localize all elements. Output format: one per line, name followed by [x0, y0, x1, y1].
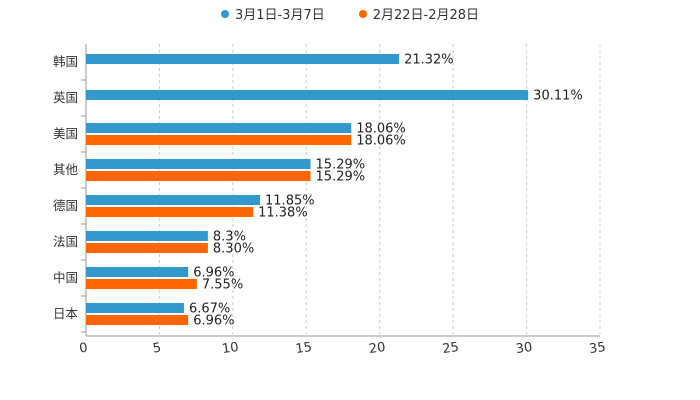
x-tick-label-4: 20 — [368, 340, 386, 357]
data-label-series-2-2: 18.06% — [356, 134, 406, 149]
category-label-7: 日本 — [53, 306, 79, 321]
bar-series-1-5[interactable] — [86, 231, 208, 241]
x-tick-label-6: 30 — [515, 340, 533, 357]
category-label-6: 中国 — [53, 270, 78, 285]
data-label-series-2-4: 11.38% — [258, 206, 308, 221]
data-label-series-2-6: 7.55% — [202, 278, 243, 293]
bar-series-1-3[interactable] — [86, 159, 311, 169]
category-label-3: 其他 — [53, 162, 79, 177]
x-tick-label-0: 0 — [78, 341, 88, 357]
bar-series-1-4[interactable] — [86, 195, 261, 205]
x-tick-label-3: 15 — [295, 340, 313, 357]
data-label-series-1-4: 11.85% — [265, 194, 315, 209]
bar-series-2-2[interactable] — [86, 135, 352, 145]
bar-series-1-6[interactable] — [86, 267, 189, 277]
category-label-2: 美国 — [53, 126, 78, 141]
category-label-1: 英国 — [53, 90, 78, 105]
x-tick-label-5: 25 — [441, 340, 459, 357]
legend-marker-series-1 — [220, 9, 229, 18]
data-label-series-2-7: 6.96% — [193, 314, 234, 329]
category-label-0: 韩国 — [53, 54, 78, 69]
legend-item-series-2[interactable]: 2月22日-2月28日 — [358, 4, 480, 23]
legend-label-series-2: 2月22日-2月28日 — [372, 8, 480, 23]
data-label-series-1-0: 21.32% — [404, 53, 454, 68]
legend-marker-series-2 — [358, 9, 367, 18]
bar-series-1-0[interactable] — [86, 54, 400, 64]
x-tick-label-1: 5 — [152, 341, 162, 357]
bar-series-2-6[interactable] — [86, 279, 197, 289]
bar-series-2-3[interactable] — [86, 171, 311, 181]
category-label-5: 法国 — [53, 234, 78, 249]
bar-series-2-7[interactable] — [86, 315, 189, 325]
data-label-series-2-3: 15.29% — [316, 170, 366, 185]
bar-series-2-5[interactable] — [86, 243, 208, 253]
bar-series-1-2[interactable] — [86, 123, 352, 133]
data-label-series-1-2: 18.06% — [356, 122, 406, 137]
x-tick-label-7: 35 — [588, 340, 606, 357]
data-label-series-1-6: 6.96% — [193, 266, 234, 281]
data-label-series-1-1: 30.11% — [533, 89, 583, 104]
legend-label-series-1: 3月1日-3月7日 — [234, 8, 325, 23]
bar-series-1-7[interactable] — [86, 303, 184, 313]
category-label-4: 德国 — [53, 198, 78, 213]
legend-item-series-1[interactable]: 3月1日-3月7日 — [220, 4, 325, 23]
bar-series-1-1[interactable] — [86, 90, 529, 100]
data-label-series-1-7: 6.67% — [189, 302, 230, 317]
data-label-series-2-5: 8.30% — [213, 242, 254, 257]
data-label-series-1-3: 15.29% — [316, 158, 366, 173]
x-tick-label-2: 10 — [221, 340, 239, 357]
bar-series-2-4[interactable] — [86, 207, 254, 217]
data-label-series-1-5: 8.3% — [213, 230, 246, 245]
legend: 3月1日-3月7日 2月22日-2月28日 — [0, 4, 700, 23]
